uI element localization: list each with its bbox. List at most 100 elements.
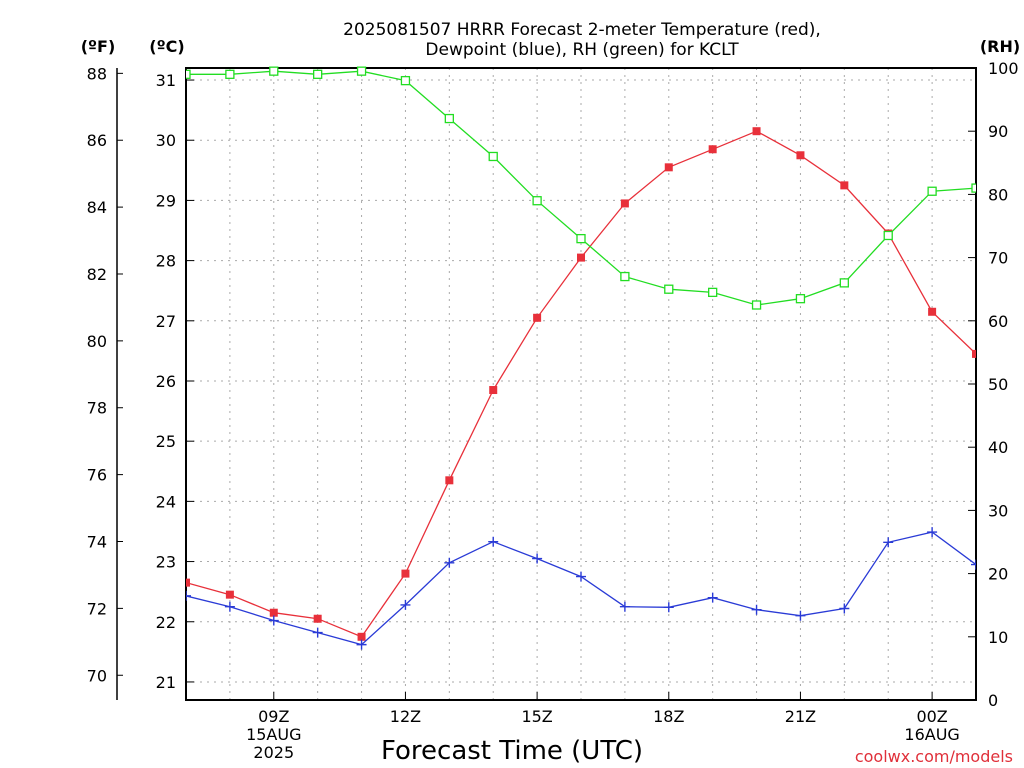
fahrenheit-axis-unit: (ºF) [81,37,116,56]
fahrenheit-tick-label-86: 86 [87,131,107,150]
rh-point-10 [313,69,323,79]
dewpoint-point-21 [795,610,806,621]
temperature-point-21 [796,151,805,160]
rh-point-12 [400,75,411,86]
rh-point-8 [225,69,235,79]
celsius-tick-label-26: 26 [156,372,176,391]
chart-title-line1: 2025081507 HRRR Forecast 2-meter Tempera… [343,20,821,40]
celsius-axis-unit: (ºC) [149,37,184,56]
x-tick-label-24-1: 16AUG [904,725,959,744]
dewpoint-point-24 [927,527,938,538]
dewpoint-point-14 [488,536,499,547]
temperature-point-16 [577,253,585,262]
celsius-tick-label-27: 27 [156,312,176,331]
rh-tick-label-10: 10 [988,628,1008,647]
temperature-point-19 [708,145,717,154]
gridlines [185,68,977,700]
rh-tick-label-80: 80 [988,185,1008,204]
dewpoint-point-11 [356,639,367,650]
temperature-point-12 [401,569,410,578]
tick-labels: 70 72 74 76 78 80 82 84 86 88 21 22 23 24 25 26 27 28 29 30… [87,59,1019,762]
temperature-point-20 [752,127,761,136]
temperature-point-9 [269,608,278,617]
fahrenheit-tick-label-70: 70 [87,666,107,685]
temperature-point-24 [928,307,937,316]
dewpoint-point-12 [400,599,411,610]
rh-point-13 [444,113,454,124]
x-tick-label-12-0: 12Z [390,707,421,726]
temperature-series [186,127,976,641]
temperature-point-15 [533,313,542,322]
rh-point-11 [356,66,367,76]
dewpoint-point-23 [883,537,894,548]
rh-point-7 [186,69,191,79]
dewpoint-series [186,527,976,650]
rh-point-25 [971,183,976,193]
temperature-point-14 [489,386,498,395]
dewpoint-point-16 [576,571,586,582]
dewpoint-point-19 [707,592,718,603]
temperature-point-22 [840,181,849,190]
rh-point-24 [927,186,937,196]
dewpoint-point-13 [444,557,455,568]
celsius-tick-label-24: 24 [156,492,176,511]
x-tick-label-9-1: 15AUG [246,725,301,744]
temperature-point-13 [445,476,454,485]
celsius-tick-label-31: 31 [156,71,176,90]
dewpoint-point-18 [663,602,674,613]
rh-point-15 [532,196,542,206]
temperature-point-10 [313,614,322,623]
celsius-tick-label-21: 21 [156,673,176,692]
temperature-point-11 [357,632,366,641]
rh-point-9 [269,66,279,76]
source-credit: coolwx.com/models [855,747,1013,766]
rh-point-22 [839,278,849,288]
celsius-tick-label-22: 22 [156,613,176,632]
rh-tick-label-90: 90 [988,122,1008,141]
axes [116,67,977,701]
x-axis-label: Forecast Time (UTC) [381,736,643,766]
rh-point-21 [795,294,806,304]
x-tick-label-9-0: 09Z [258,707,289,726]
rh-point-14 [488,151,498,162]
rh-point-23 [883,230,893,241]
x-tick-label-24-0: 00Z [916,707,947,726]
rh-point-17 [620,271,630,282]
x-tick-label-15-0: 15Z [521,707,552,726]
rh-tick-label-20: 20 [988,565,1008,584]
celsius-tick-label-29: 29 [156,191,176,210]
dewpoint-point-15 [532,553,543,564]
dewpoint-point-25 [971,559,976,570]
dewpoint-point-17 [619,601,630,612]
dewpoint-point-9 [268,615,279,626]
dewpoint-point-7 [186,590,191,601]
data-series [186,66,976,650]
rh-tick-label-60: 60 [988,312,1008,331]
celsius-tick-label-28: 28 [156,252,176,271]
celsius-tick-label-25: 25 [156,432,176,451]
dewpoint-point-8 [224,601,235,612]
temperature-point-25 [972,349,976,358]
temperature-point-17 [620,199,629,208]
dewpoint-point-10 [312,627,323,638]
fahrenheit-tick-label-84: 84 [87,198,107,217]
temperature-point-18 [664,163,673,172]
rh-point-20 [751,300,762,310]
temperature-point-7 [186,578,190,587]
fahrenheit-tick-label-74: 74 [87,532,107,551]
celsius-tick-label-23: 23 [156,553,176,572]
dewpoint-point-20 [751,604,762,615]
rh-tick-label-100: 100 [988,59,1019,78]
chart-title-line2: Dewpoint (blue), RH (green) for KCLT [425,40,739,60]
fahrenheit-tick-label-78: 78 [87,399,107,418]
dewpoint-line [186,531,976,646]
fahrenheit-tick-label-80: 80 [87,332,107,351]
rh-tick-label-40: 40 [988,438,1008,457]
x-tick-label-9-2: 2025 [253,743,294,762]
temperature-point-8 [225,590,234,599]
rh-point-18 [664,284,674,294]
x-tick-label-18-0: 18Z [653,707,684,726]
celsius-tick-label-30: 30 [156,131,176,150]
rh-series [186,66,976,310]
